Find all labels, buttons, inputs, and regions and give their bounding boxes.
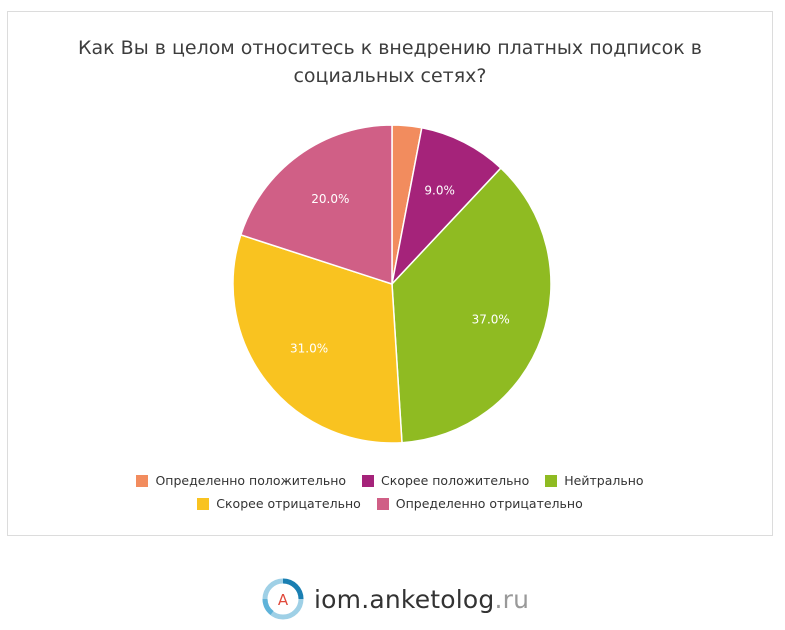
legend-swatch <box>197 497 210 510</box>
legend-item-0[interactable]: Определенно положительно <box>136 473 346 488</box>
anketolog-logo-icon: A <box>262 578 304 620</box>
legend-swatch <box>362 474 375 487</box>
pie-slice-label-1: 9.0% <box>424 183 455 197</box>
pie-chart: 9.0% 37.0% 31.0% 20.0% <box>232 124 552 444</box>
logo-letter: A <box>278 591 289 609</box>
legend-item-1[interactable]: Скорее положительно <box>362 473 529 488</box>
pie-slice-1[interactable] <box>390 126 502 287</box>
brand-tld: .ru <box>494 584 530 614</box>
legend-label: Скорее отрицательно <box>216 496 361 511</box>
pie-slice-4[interactable] <box>239 124 393 286</box>
legend-label: Определенно отрицательно <box>395 496 583 511</box>
legend-item-3[interactable]: Скорее отрицательно <box>197 496 361 511</box>
brand-name: iom.anketolog.ru <box>314 585 529 614</box>
footer-logo[interactable]: A iom.anketolog.ru <box>260 576 529 622</box>
pie-slice-label-3: 31.0% <box>290 341 328 355</box>
legend-swatch <box>545 474 558 487</box>
legend-swatch <box>136 474 149 487</box>
chart-card: Как Вы в целом относитесь к внедрению пл… <box>7 11 773 536</box>
legend-label: Скорее положительно <box>381 473 530 488</box>
chart-legend: Определенно положительно Скорее положител… <box>48 473 732 511</box>
pie-slice-3[interactable] <box>232 233 403 444</box>
pie-slice-label-2: 37.0% <box>472 313 510 327</box>
legend-label: Определенно положительно <box>155 473 347 488</box>
legend-swatch <box>376 497 389 510</box>
legend-item-2[interactable]: Нейтрально <box>545 473 644 488</box>
legend-item-4[interactable]: Определенно отрицательно <box>376 496 583 511</box>
legend-label: Нейтрально <box>564 473 644 488</box>
brand-main: iom.anketolog <box>314 584 495 614</box>
chart-title: Как Вы в целом относитесь к внедрению пл… <box>78 37 702 87</box>
pie-slice-2[interactable] <box>391 167 552 444</box>
pie-slice-label-4: 20.0% <box>311 192 349 206</box>
